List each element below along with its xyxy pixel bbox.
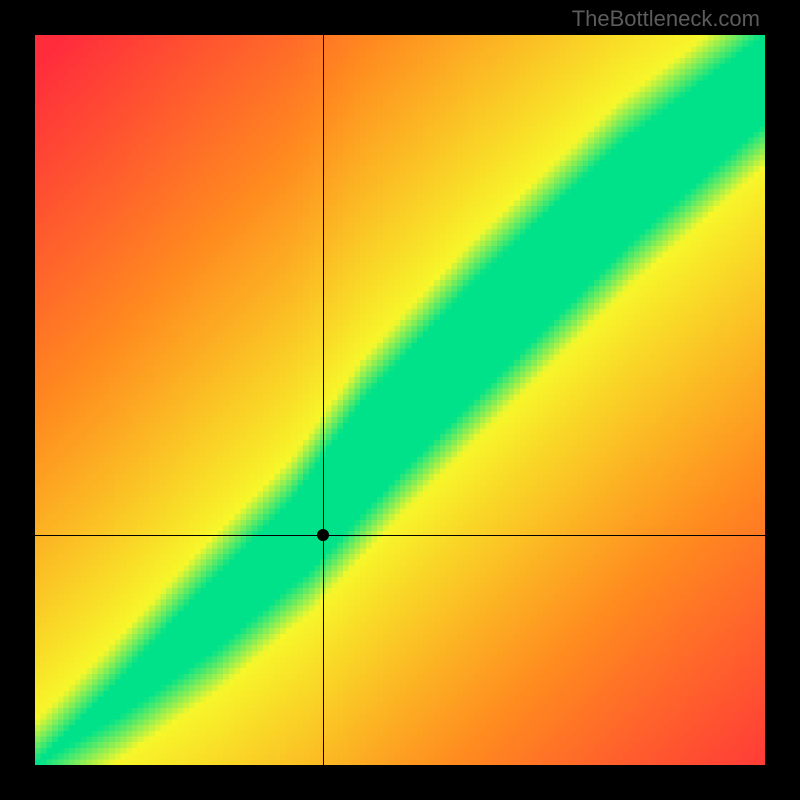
- watermark-text: TheBottleneck.com: [572, 6, 760, 32]
- heatmap-canvas: [35, 35, 765, 765]
- chart-frame: TheBottleneck.com: [0, 0, 800, 800]
- heatmap-plot-area: [35, 35, 765, 765]
- crosshair-horizontal: [35, 535, 765, 536]
- crosshair-vertical: [323, 35, 324, 765]
